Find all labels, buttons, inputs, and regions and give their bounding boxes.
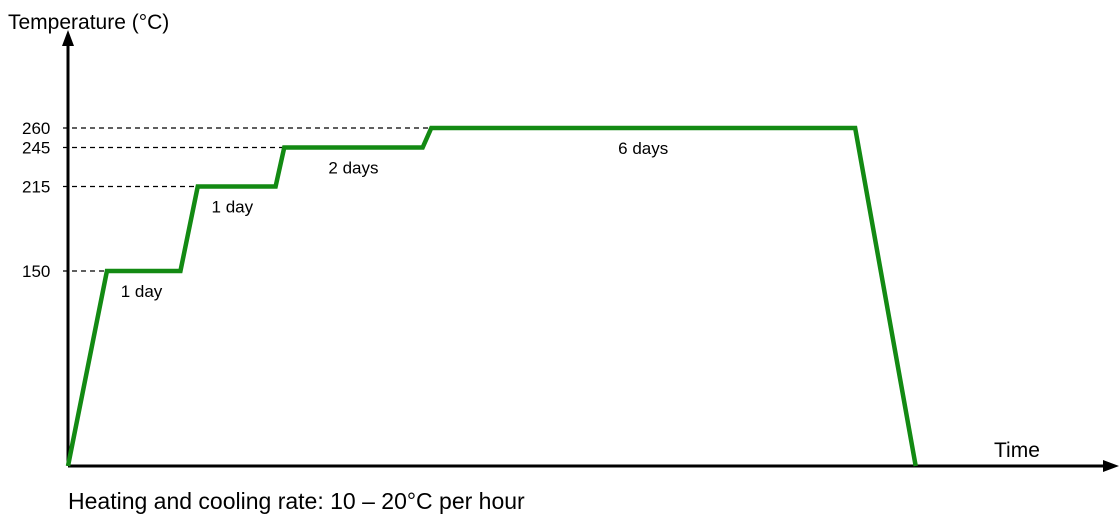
duration-label: 1 day [212, 198, 254, 217]
duration-label: 6 days [618, 139, 668, 158]
y-axis-label: Temperature (°C) [8, 11, 169, 34]
y-tick-label: 260 [22, 119, 50, 138]
x-axis-arrow [1103, 460, 1119, 472]
footnote: Heating and cooling rate: 10 – 20°C per … [68, 488, 525, 514]
y-tick-label: 150 [22, 262, 50, 281]
guide-lines [63, 127, 432, 272]
y-axis-arrow [62, 30, 74, 46]
temperature-line [65, 125, 918, 467]
duration-label: 1 day [121, 282, 163, 301]
y-tick-label: 215 [22, 178, 50, 197]
series [65, 125, 918, 467]
x-axis-label: Time [994, 439, 1040, 462]
annotations: 1 day 1 day 2 days 6 days [121, 139, 669, 301]
y-tick-label: 245 [22, 139, 50, 158]
duration-label: 2 days [328, 159, 378, 178]
